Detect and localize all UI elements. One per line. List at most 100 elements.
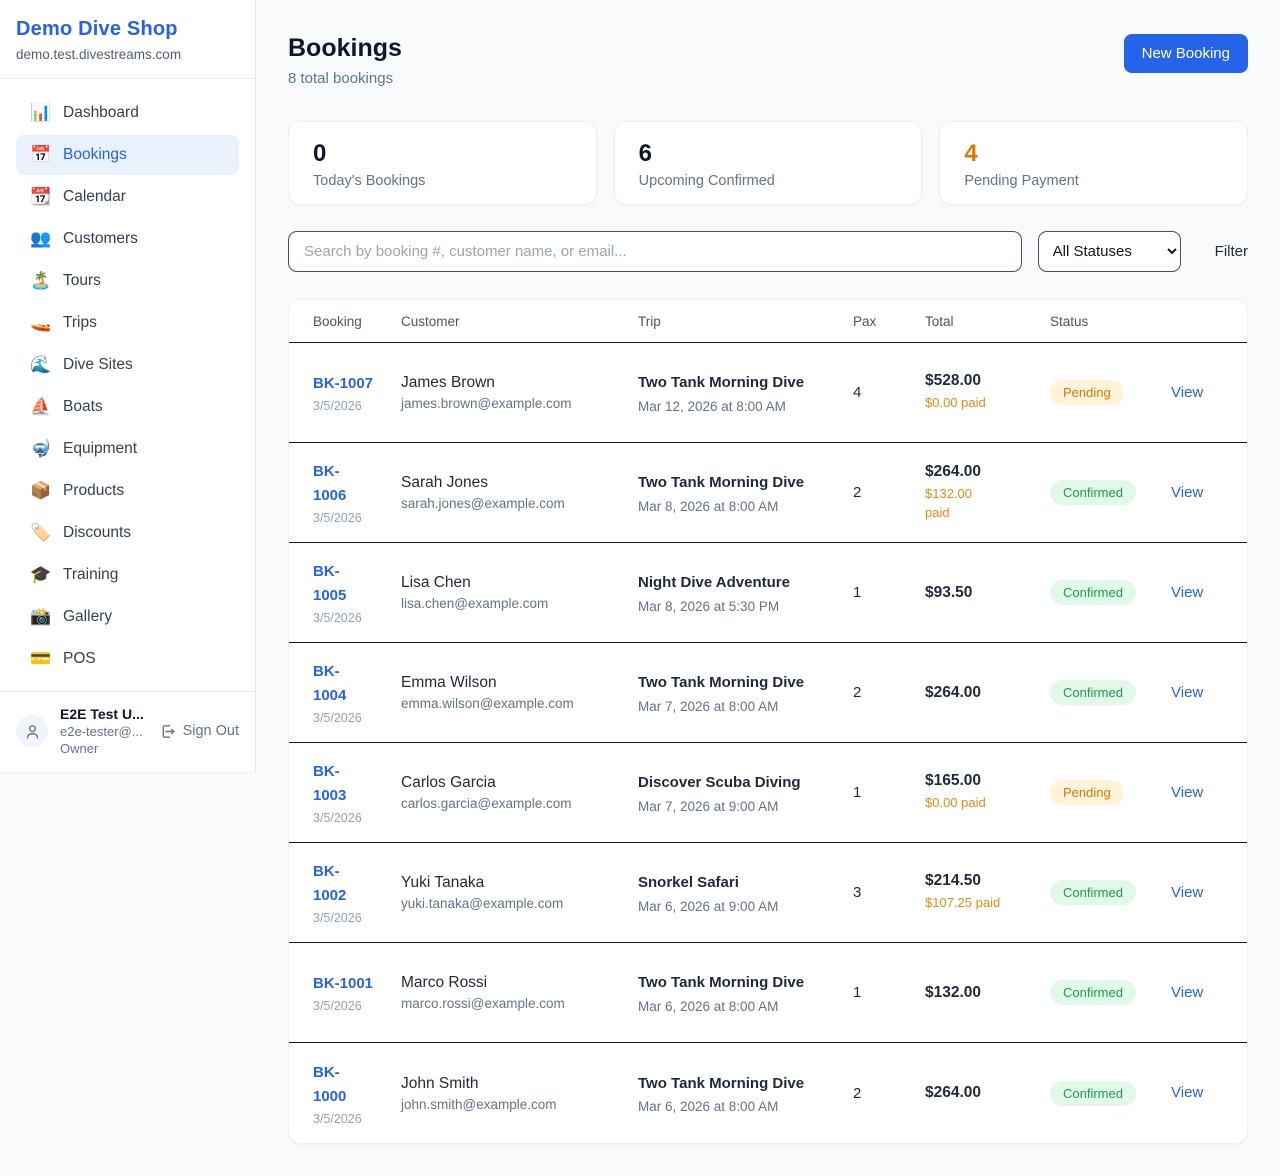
col-header-total: Total	[925, 313, 954, 329]
sidebar-item-label: Equipment	[63, 440, 138, 457]
sidebar-item-gallery[interactable]: 📸 Gallery	[16, 597, 239, 637]
sidebar-item-equipment[interactable]: 🤿 Equipment	[16, 429, 239, 469]
customer-name: Marco Rossi	[401, 974, 488, 991]
stat-label: Upcoming Confirmed	[638, 173, 775, 190]
booking-date: 3/5/2026	[313, 399, 362, 413]
trip-name: Two Tank Morning Dive	[638, 474, 805, 492]
table-row: BK-1007 3/5/2026 James Brown james.brown…	[289, 343, 1247, 443]
table-row: BK- 1002 3/5/2026 Yuki Tanaka yuki.tanak…	[289, 843, 1247, 943]
sidebar-item-calendar[interactable]: 📆 Calendar	[16, 177, 239, 217]
view-link[interactable]: View	[1171, 583, 1204, 601]
stat-card: 4 Pending Payment	[939, 121, 1248, 205]
booking-id-link[interactable]: BK- 1000	[313, 1063, 347, 1105]
sidebar-item-bookings[interactable]: 📅 Bookings	[16, 135, 239, 175]
main-content: Bookings 8 total bookings New Booking 0 …	[256, 0, 1280, 1176]
sidebar-item-label: Gallery	[63, 608, 113, 625]
table-body: BK-1007 3/5/2026 James Brown james.brown…	[289, 343, 1247, 1143]
trip-datetime: Mar 6, 2026 at 8:00 AM	[638, 1099, 779, 1115]
stat-label: Today's Bookings	[313, 173, 426, 190]
paid-amount: $107.25 paid	[925, 895, 1001, 911]
table-row: BK-1001 3/5/2026 Marco Rossi marco.rossi…	[289, 943, 1247, 1043]
col-header-pax: Pax	[853, 313, 877, 329]
sidebar-nav: 📊 Dashboard 📅 Bookings 📆 Calendar 👥 Cust…	[0, 79, 255, 691]
new-booking-button[interactable]: New Booking	[1123, 34, 1248, 73]
booking-id-link[interactable]: BK-1007	[313, 375, 374, 392]
sidebar-item-label: Dive Sites	[63, 356, 133, 373]
booking-date: 3/5/2026	[313, 611, 362, 625]
sidebar-item-boats[interactable]: ⛵ Boats	[16, 387, 239, 427]
stat-card: 0 Today's Bookings	[288, 121, 597, 205]
stat-card: 6 Upcoming Confirmed	[613, 121, 923, 205]
dive-sites-icon: 🌊	[30, 355, 52, 374]
training-icon: 🎓	[30, 565, 52, 584]
sidebar-item-dashboard[interactable]: 📊 Dashboard	[16, 93, 239, 133]
view-link[interactable]: View	[1171, 1084, 1204, 1101]
customer-name: John Smith	[401, 1074, 479, 1092]
sidebar-item-tours[interactable]: 🏝️ Tours	[16, 261, 239, 301]
customer-email: james.brown@example.com	[401, 396, 572, 411]
status-badge: Confirmed	[1050, 480, 1136, 505]
trip-name: Two Tank Morning Dive	[638, 374, 805, 392]
table-row: BK- 1003 3/5/2026 Carlos Garcia carlos.g…	[289, 743, 1247, 843]
booking-id-link[interactable]: BK- 1006	[313, 463, 347, 504]
sidebar-item-label: Bookings	[63, 146, 127, 163]
booking-date: 3/5/2026	[313, 811, 362, 825]
sidebar-item-training[interactable]: 🎓 Training	[16, 555, 239, 595]
booking-id-link[interactable]: BK-1001	[313, 975, 374, 992]
user-icon	[26, 724, 38, 739]
page-subtitle: 8 total bookings	[288, 70, 394, 87]
booking-date: 3/5/2026	[313, 999, 362, 1013]
equipment-icon: 🤿	[30, 439, 52, 458]
view-link[interactable]: View	[1171, 883, 1204, 901]
page-title: Bookings	[288, 34, 402, 62]
sign-out-icon	[162, 724, 175, 738]
page-header-text: Bookings 8 total bookings	[288, 34, 402, 87]
paid-amount: $0.00 paid	[925, 395, 986, 411]
discounts-icon: 🏷️	[30, 523, 52, 542]
customer-name: Emma Wilson	[401, 674, 497, 691]
customer-email: lisa.chen@example.com	[401, 596, 549, 611]
products-icon: 📦	[30, 481, 52, 500]
user-name: E2E Test U...	[60, 706, 144, 722]
view-link[interactable]: View	[1171, 683, 1204, 701]
booking-date: 3/5/2026	[313, 511, 362, 525]
booking-id-link[interactable]: BK- 1002	[313, 863, 347, 904]
sign-out-button[interactable]: Sign Out	[159, 723, 239, 740]
view-link[interactable]: View	[1171, 483, 1204, 501]
trips-icon: 🚤	[30, 313, 52, 332]
sidebar-item-pos[interactable]: 💳 POS	[16, 639, 239, 679]
sidebar-header: Demo Dive Shop demo.test.divestreams.com	[0, 0, 255, 79]
customer-email: sarah.jones@example.com	[401, 496, 565, 511]
booking-id-link[interactable]: BK- 1003	[313, 763, 347, 804]
total-amount: $132.00	[925, 983, 982, 1001]
status-select[interactable]: All Statuses	[1037, 231, 1181, 272]
user-email: e2e-tester@...	[60, 724, 143, 739]
shop-domain: demo.test.divestreams.com	[16, 47, 182, 62]
search-input[interactable]	[288, 231, 1022, 272]
booking-id-link[interactable]: BK- 1005	[313, 563, 347, 604]
trip-datetime: Mar 6, 2026 at 8:00 AM	[638, 998, 779, 1014]
sidebar-item-label: Products	[63, 482, 125, 499]
booking-id-link[interactable]: BK- 1004	[313, 663, 347, 704]
sidebar-item-dive-sites[interactable]: 🌊 Dive Sites	[16, 345, 239, 385]
sidebar-item-products[interactable]: 📦 Products	[16, 471, 239, 511]
stat-value: 4	[964, 140, 978, 167]
stat-value: 0	[313, 140, 327, 167]
status-badge: Pending	[1050, 380, 1124, 405]
pax-count: 1	[853, 984, 862, 1001]
sidebar-item-trips[interactable]: 🚤 Trips	[16, 303, 239, 343]
view-link[interactable]: View	[1171, 783, 1204, 801]
table-row: BK- 1004 3/5/2026 Emma Wilson emma.wilso…	[289, 643, 1247, 743]
bookings-table: Booking Customer Trip Pax Total Status B…	[288, 299, 1248, 1144]
pax-count: 1	[853, 584, 862, 601]
sidebar-item-discounts[interactable]: 🏷️ Discounts	[16, 513, 239, 553]
filter-button[interactable]: Filter	[1214, 243, 1248, 260]
view-link[interactable]: View	[1171, 983, 1204, 1001]
sidebar-item-customers[interactable]: 👥 Customers	[16, 219, 239, 259]
trip-datetime: Mar 7, 2026 at 8:00 AM	[638, 698, 779, 714]
total-amount: $264.00	[925, 462, 982, 480]
pax-count: 2	[853, 484, 862, 501]
view-link[interactable]: View	[1171, 383, 1204, 401]
trip-name: Night Dive Adventure	[638, 574, 790, 592]
pax-count: 2	[853, 1084, 862, 1102]
